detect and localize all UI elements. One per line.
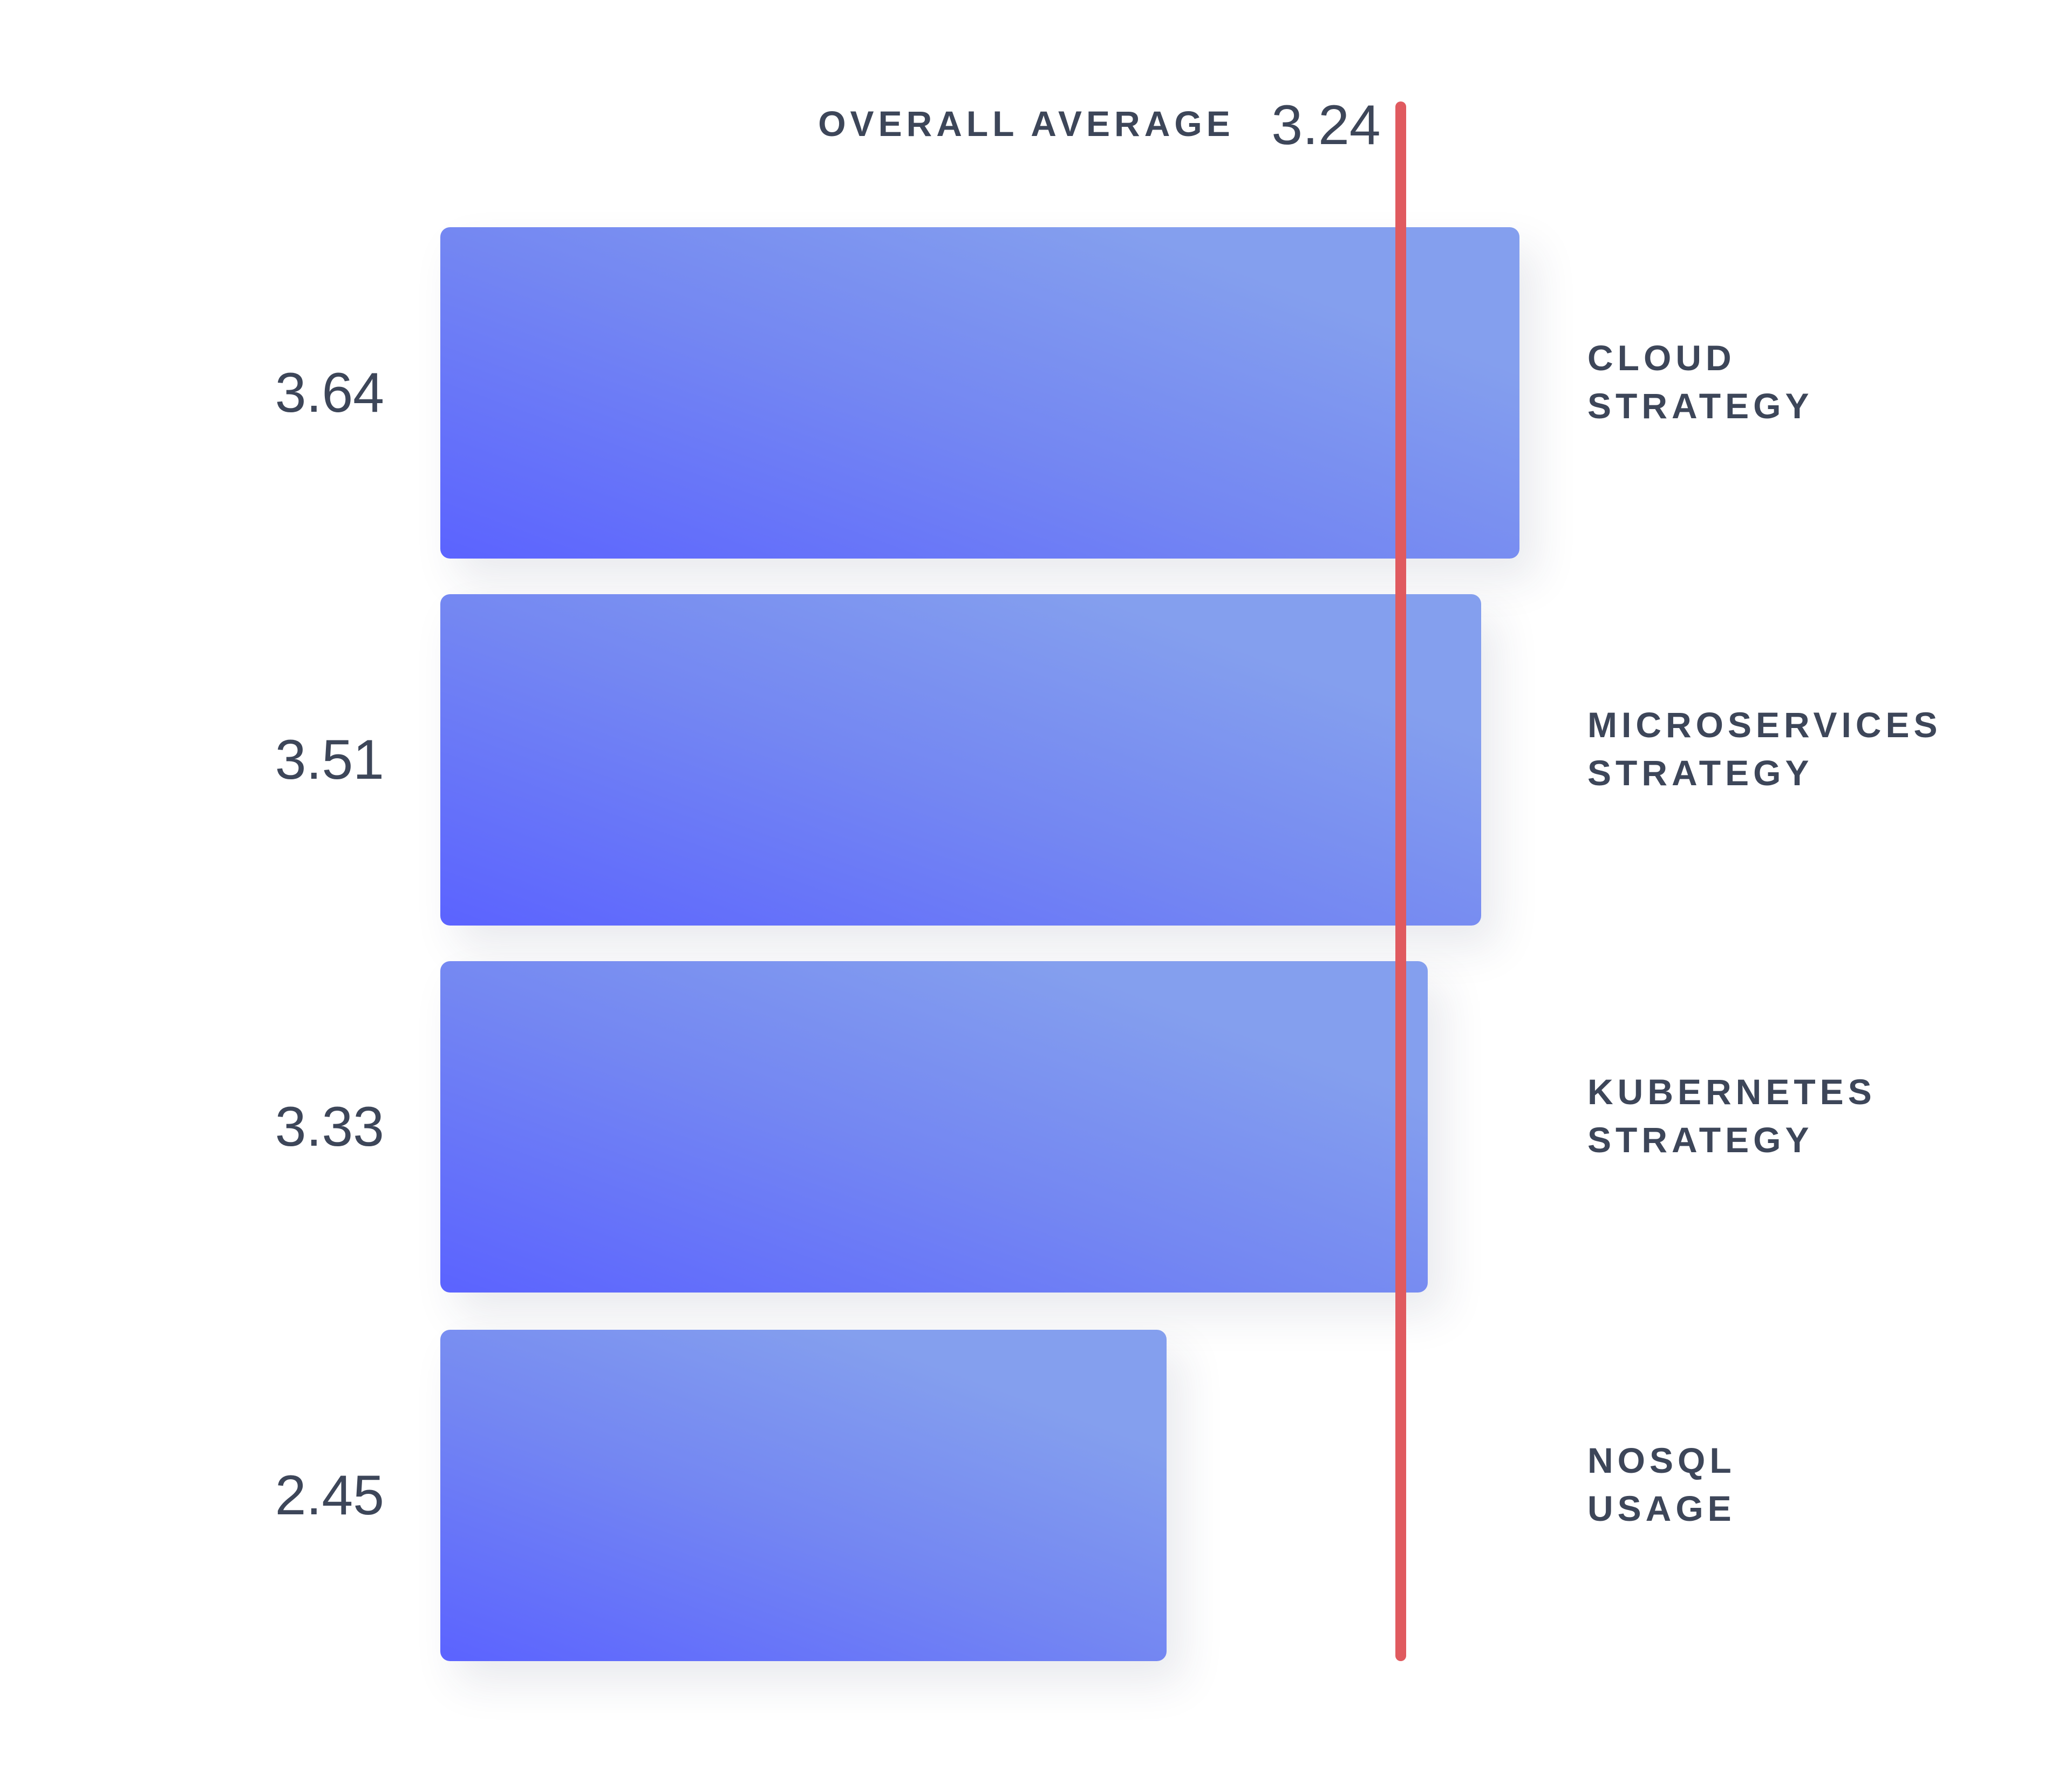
- category-label: KUBERNETES STRATEGY: [1587, 1072, 1876, 1160]
- category-label: NOSQL USAGE: [1587, 1440, 1736, 1529]
- bar: [440, 227, 1519, 559]
- reference-label: OVERALL AVERAGE: [818, 104, 1235, 144]
- value-label: 3.33: [275, 1096, 384, 1158]
- bar: [440, 961, 1428, 1293]
- bar: [440, 1330, 1167, 1661]
- value-label: 3.51: [275, 729, 384, 791]
- value-label: 3.64: [275, 362, 384, 424]
- value-label: 2.45: [275, 1464, 384, 1527]
- reference-line: [1395, 101, 1407, 1661]
- reference-value: 3.24: [1271, 94, 1381, 157]
- category-label: CLOUD STRATEGY: [1587, 338, 1814, 426]
- bar: [440, 594, 1481, 926]
- category-label: MICROSERVICES STRATEGY: [1587, 705, 1942, 793]
